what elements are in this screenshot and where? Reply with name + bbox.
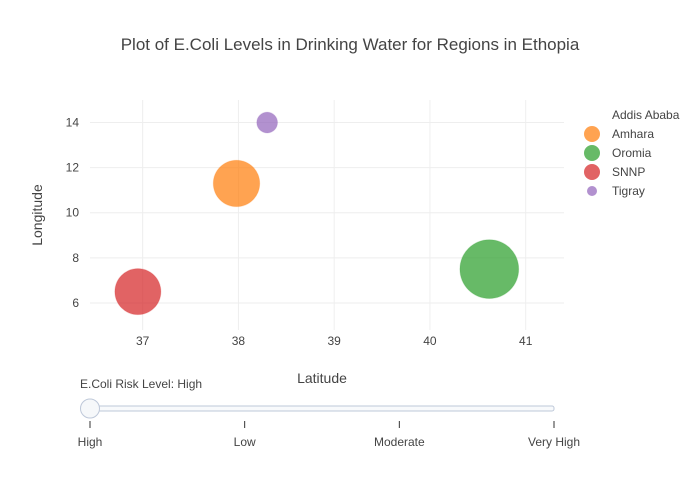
y-axis-title: Longitude <box>29 184 45 246</box>
y-tick-label: 10 <box>66 206 80 220</box>
tick-layer: 37 38 39 40 41 6 8 10 12 14 <box>66 116 533 348</box>
marker-layer <box>114 111 520 316</box>
legend-item[interactable]: Amhara <box>584 126 654 142</box>
plot-area: 37 38 39 40 41 6 8 10 12 14 <box>66 100 564 348</box>
x-tick-label: 41 <box>519 334 533 348</box>
x-tick-label: 40 <box>423 334 437 348</box>
x-tick-label: 37 <box>136 334 150 348</box>
risk-level-slider[interactable]: E.Coli Risk Level: High High Low Moderate V… <box>78 377 580 449</box>
legend-item[interactable]: SNNP <box>584 164 645 180</box>
data-point[interactable] <box>212 159 261 208</box>
legend-item[interactable]: Addis Ababa <box>612 108 680 122</box>
slider-step-label[interactable]: Moderate <box>374 435 425 449</box>
legend-item[interactable]: Oromia <box>584 145 652 161</box>
legend-label: SNNP <box>612 165 645 179</box>
slider-handle[interactable] <box>80 398 100 419</box>
slider-ticks: High Low Moderate Very High <box>78 421 580 449</box>
slider-rail[interactable] <box>89 405 555 412</box>
legend[interactable]: Addis Ababa Amhara Oromia SNNP Tigray <box>584 108 680 198</box>
chart-title: Plot of E.Coli Levels in Drinking Water … <box>121 35 580 54</box>
legend-marker <box>584 164 600 180</box>
slider-current-label: E.Coli Risk Level: High <box>80 377 202 391</box>
x-axis-title: Latitude <box>297 370 347 386</box>
slider-prefix: E.Coli Risk Level: <box>80 377 177 391</box>
legend-marker <box>584 145 600 161</box>
data-point[interactable] <box>114 268 162 316</box>
legend-marker <box>587 186 597 196</box>
y-tick-label: 8 <box>72 251 79 265</box>
legend-label: Amhara <box>612 127 654 141</box>
legend-label: Addis Ababa <box>612 108 680 122</box>
x-tick-label: 38 <box>232 334 246 348</box>
y-tick-label: 6 <box>72 296 79 310</box>
slider-step-label[interactable]: High <box>78 435 103 449</box>
slider-step-label[interactable]: Very High <box>528 435 580 449</box>
legend-marker <box>584 126 600 142</box>
slider-step-label[interactable]: Low <box>234 435 256 449</box>
y-tick-label: 12 <box>66 161 80 175</box>
legend-item[interactable]: Tigray <box>587 184 645 198</box>
data-point[interactable] <box>256 111 279 134</box>
legend-label: Tigray <box>612 184 645 198</box>
x-tick-label: 39 <box>328 334 342 348</box>
y-tick-label: 14 <box>66 116 80 130</box>
data-point[interactable] <box>459 239 520 300</box>
slider-current-value: High <box>177 377 202 391</box>
legend-label: Oromia <box>612 146 652 160</box>
